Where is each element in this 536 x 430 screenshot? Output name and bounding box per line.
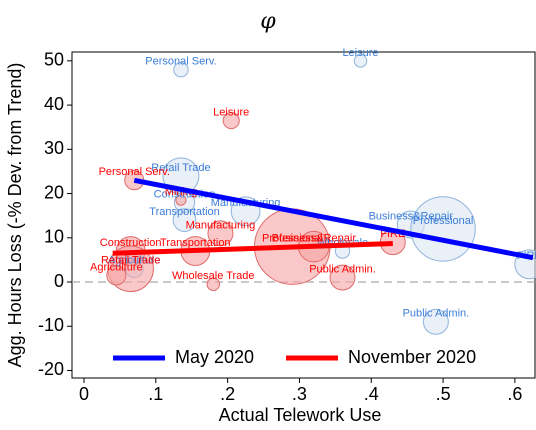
point-label: Retail Trade xyxy=(151,162,210,174)
point-label: Business&Repair xyxy=(272,233,357,245)
point-label: Construction xyxy=(100,237,162,249)
y-tick-label: 0 xyxy=(54,271,64,291)
y-tick-label: 30 xyxy=(44,138,64,158)
point-label: Public Admin. xyxy=(309,263,376,275)
point-label: Agriculture xyxy=(90,261,143,273)
y-tick-label: 40 xyxy=(44,94,64,114)
fit-line xyxy=(112,241,393,256)
x-tick-label: .4 xyxy=(364,384,379,404)
chart-title: φ xyxy=(260,9,276,34)
legend-label: November 2020 xyxy=(348,347,476,367)
point-label: Professional xyxy=(262,233,323,245)
point-label: Retail Trade xyxy=(101,255,160,267)
x-tick-label: .5 xyxy=(436,384,451,404)
bubble xyxy=(422,308,449,335)
point-label: Agriculture xyxy=(108,255,161,267)
bubble xyxy=(329,264,356,291)
bubble xyxy=(106,265,127,286)
point-label: Transportation xyxy=(149,206,220,218)
bubble xyxy=(410,196,476,262)
legend-label: May 2020 xyxy=(175,347,254,367)
point-label: Personal Serv. xyxy=(99,166,170,178)
point-label: Public Admin. xyxy=(403,308,470,320)
x-axis-title: Actual Telework Use xyxy=(219,405,382,425)
x-tick-label: .2 xyxy=(220,384,235,404)
y-tick-label: -20 xyxy=(38,359,64,379)
y-tick-label: 10 xyxy=(44,227,64,247)
bubble xyxy=(172,208,197,232)
y-tick-label: 50 xyxy=(44,50,64,70)
y-tick-label: -10 xyxy=(38,315,64,335)
x-tick-label: 0 xyxy=(79,384,89,404)
x-tick-label: .3 xyxy=(292,384,307,404)
bubble xyxy=(206,277,220,291)
bubble xyxy=(173,61,189,78)
bubble xyxy=(207,220,234,247)
point-label: Manufacturing xyxy=(186,219,256,231)
point-label: Transportation xyxy=(160,237,231,249)
bubble xyxy=(353,54,368,68)
y-tick-label: 20 xyxy=(44,182,64,202)
bubble xyxy=(222,112,240,130)
fit-line xyxy=(133,177,534,261)
point-label: Professional xyxy=(413,215,474,227)
y-axis-title: Agg. Hours Loss (-% Dev. from Trend) xyxy=(5,63,25,368)
point-label: Personal Serv. xyxy=(145,56,216,68)
point-label: Wholesale Trade xyxy=(172,270,255,282)
bubble xyxy=(175,194,187,206)
x-tick-label: .6 xyxy=(507,384,522,404)
point-label: Business&Repair xyxy=(369,210,454,222)
point-label: Leisure xyxy=(213,106,249,118)
x-tick-label: .1 xyxy=(148,384,163,404)
point-label: Leisure xyxy=(342,47,378,59)
